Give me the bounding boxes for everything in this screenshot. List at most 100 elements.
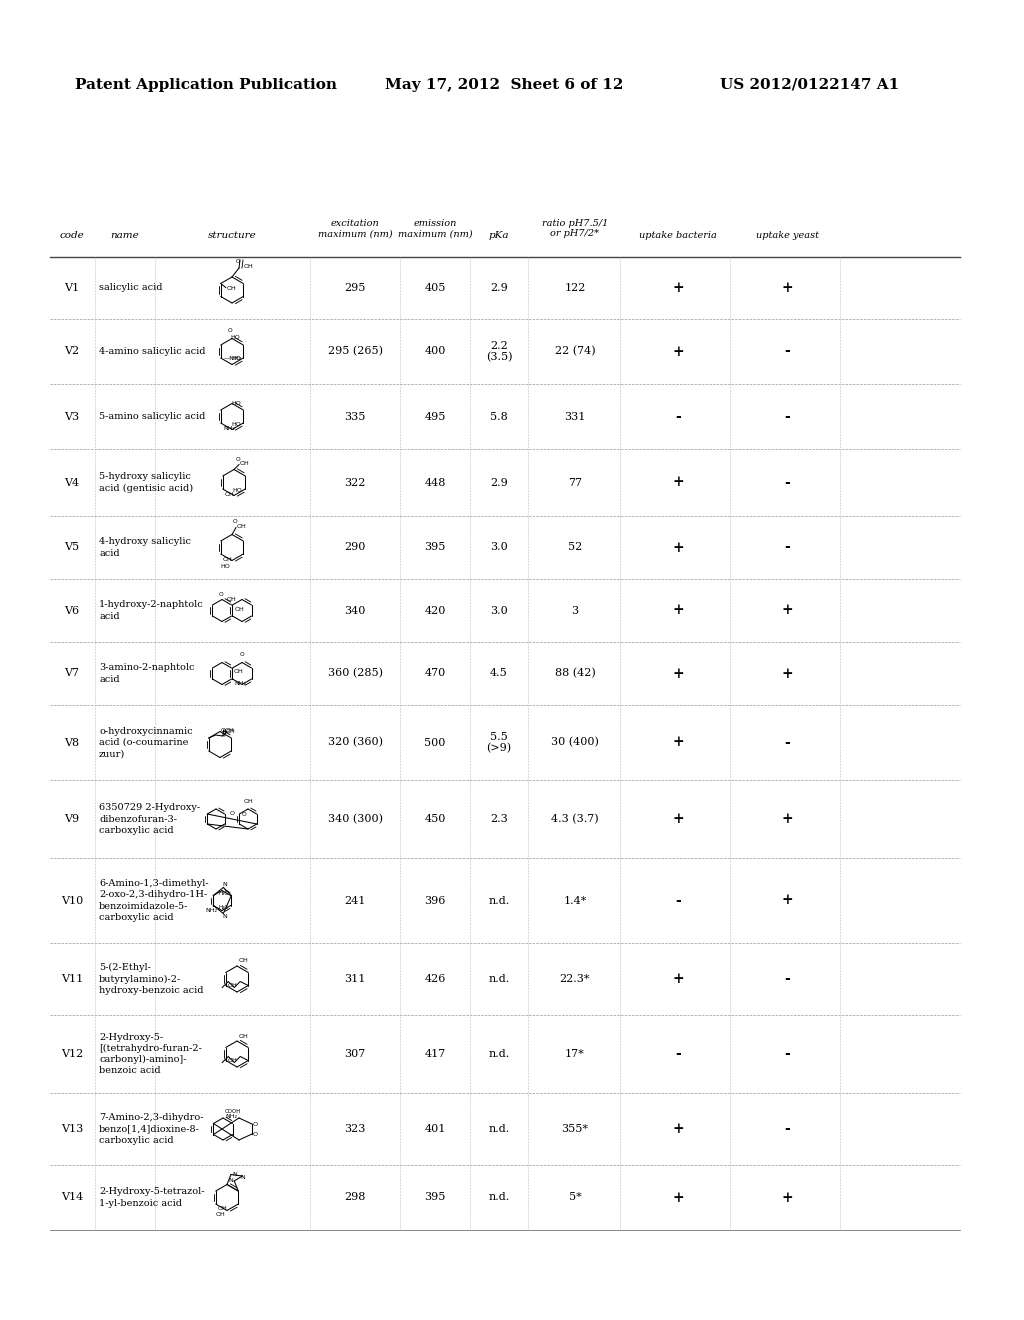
Text: 395: 395 [424, 1192, 445, 1203]
Text: emission
maximum (nm): emission maximum (nm) [397, 219, 472, 239]
Text: +: + [672, 540, 684, 554]
Text: V7: V7 [65, 668, 80, 678]
Text: O: O [219, 591, 223, 597]
Text: V6: V6 [65, 606, 80, 615]
Text: 450: 450 [424, 814, 445, 824]
Text: N: N [232, 1172, 237, 1177]
Text: O: O [227, 329, 232, 334]
Text: 395: 395 [424, 543, 445, 553]
Text: 4-amino salicylic acid: 4-amino salicylic acid [99, 347, 206, 356]
Text: n.d.: n.d. [488, 1192, 510, 1203]
Text: 6-Amino-1,3-dimethyl-
2-oxo-2,3-dihydro-1H-
benzoimidazole-5-
carboxylic acid: 6-Amino-1,3-dimethyl- 2-oxo-2,3-dihydro-… [99, 879, 209, 921]
Text: +: + [672, 735, 684, 750]
Text: 335: 335 [344, 412, 366, 421]
Text: O: O [240, 652, 245, 657]
Text: 470: 470 [424, 668, 445, 678]
Text: OH: OH [240, 461, 250, 466]
Text: name: name [111, 231, 139, 240]
Text: 405: 405 [424, 282, 445, 293]
Text: +: + [672, 345, 684, 359]
Text: 2.3: 2.3 [490, 814, 508, 824]
Text: structure: structure [208, 231, 256, 240]
Text: O: O [236, 457, 241, 462]
Text: 298: 298 [344, 1192, 366, 1203]
Text: 322: 322 [344, 478, 366, 487]
Text: 311: 311 [344, 974, 366, 983]
Text: -: - [784, 735, 790, 750]
Text: 2-Hydroxy-5-
[(tetrahydro-furan-2-
carbonyl)-amino]-
benzoic acid: 2-Hydroxy-5- [(tetrahydro-furan-2- carbo… [99, 1032, 202, 1076]
Text: OH: OH [233, 669, 244, 675]
Text: —NH₂: —NH₂ [223, 355, 242, 360]
Text: HO: HO [231, 421, 242, 426]
Text: V12: V12 [60, 1049, 83, 1059]
Text: N: N [222, 882, 226, 887]
Text: 1.4*: 1.4* [563, 895, 587, 906]
Text: OH: OH [227, 983, 238, 987]
Text: V14: V14 [60, 1192, 83, 1203]
Text: 500: 500 [424, 738, 445, 747]
Text: 3.0: 3.0 [490, 606, 508, 615]
Text: +: + [672, 475, 684, 490]
Text: 295 (265): 295 (265) [328, 346, 383, 356]
Text: O: O [233, 519, 238, 524]
Text: N: N [240, 1175, 245, 1180]
Text: -: - [675, 1047, 681, 1061]
Text: NH₂: NH₂ [223, 425, 236, 430]
Text: V1: V1 [65, 282, 80, 293]
Text: 4.5: 4.5 [490, 668, 508, 678]
Text: OH: OH [226, 597, 237, 602]
Text: H₃C: H₃C [218, 891, 228, 896]
Text: +: + [672, 603, 684, 618]
Text: 360 (285): 360 (285) [328, 668, 383, 678]
Text: OH: OH [224, 492, 234, 498]
Text: +: + [672, 667, 684, 681]
Text: 122: 122 [564, 282, 586, 293]
Text: 88 (42): 88 (42) [555, 668, 595, 678]
Text: 396: 396 [424, 895, 445, 906]
Text: 17*: 17* [565, 1049, 585, 1059]
Text: OH: OH [226, 286, 237, 290]
Text: 307: 307 [344, 1049, 366, 1059]
Text: OH: OH [227, 1059, 238, 1063]
Text: -: - [675, 409, 681, 424]
Text: -: - [784, 1047, 790, 1061]
Text: US 2012/0122147 A1: US 2012/0122147 A1 [720, 78, 899, 92]
Text: 340: 340 [344, 606, 366, 615]
Text: 5-(2-Ethyl-
butyrylamino)-2-
hydroxy-benzoic acid: 5-(2-Ethyl- butyrylamino)-2- hydroxy-ben… [99, 964, 204, 995]
Text: V4: V4 [65, 478, 80, 487]
Text: OH: OH [225, 729, 236, 734]
Text: 5.5
(>9): 5.5 (>9) [486, 731, 512, 754]
Text: ratio pH7.5/1
or pH7/2*: ratio pH7.5/1 or pH7/2* [542, 219, 608, 239]
Text: NH₂: NH₂ [234, 681, 247, 686]
Text: 400: 400 [424, 346, 445, 356]
Text: 495: 495 [424, 412, 445, 421]
Text: 4-hydroxy salicylic
acid: 4-hydroxy salicylic acid [99, 537, 191, 557]
Text: +: + [781, 1191, 793, 1204]
Text: 331: 331 [564, 412, 586, 421]
Text: 355*: 355* [561, 1125, 589, 1134]
Text: HO: HO [231, 356, 242, 362]
Text: n.d.: n.d. [488, 1049, 510, 1059]
Text: n.d.: n.d. [488, 895, 510, 906]
Text: 5-amino salicylic acid: 5-amino salicylic acid [99, 412, 206, 421]
Text: V10: V10 [60, 895, 83, 906]
Text: 3-amino-2-naphtolc
acid: 3-amino-2-naphtolc acid [99, 664, 195, 684]
Text: NH₂: NH₂ [205, 908, 217, 913]
Text: 4.3 (3.7): 4.3 (3.7) [551, 814, 599, 824]
Text: 1-hydroxy-2-naphtolc
acid: 1-hydroxy-2-naphtolc acid [99, 601, 204, 620]
Text: 2-Hydroxy-5-tetrazol-
1-yl-benzoic acid: 2-Hydroxy-5-tetrazol- 1-yl-benzoic acid [99, 1188, 205, 1208]
Text: 30 (400): 30 (400) [551, 738, 599, 747]
Text: O: O [253, 1131, 258, 1137]
Text: 22 (74): 22 (74) [555, 346, 595, 356]
Text: V11: V11 [60, 974, 83, 983]
Text: +: + [672, 1122, 684, 1137]
Text: 241: 241 [344, 895, 366, 906]
Text: salicylic acid: salicylic acid [99, 284, 163, 293]
Text: V13: V13 [60, 1125, 83, 1134]
Text: 5-hydroxy salicylic
acid (gentisic acid): 5-hydroxy salicylic acid (gentisic acid) [99, 473, 194, 492]
Text: 2.2
(3.5): 2.2 (3.5) [485, 341, 512, 363]
Text: V2: V2 [65, 346, 80, 356]
Text: OH: OH [239, 1034, 249, 1039]
Text: OH: OH [234, 607, 244, 612]
Text: -: - [784, 1122, 790, 1137]
